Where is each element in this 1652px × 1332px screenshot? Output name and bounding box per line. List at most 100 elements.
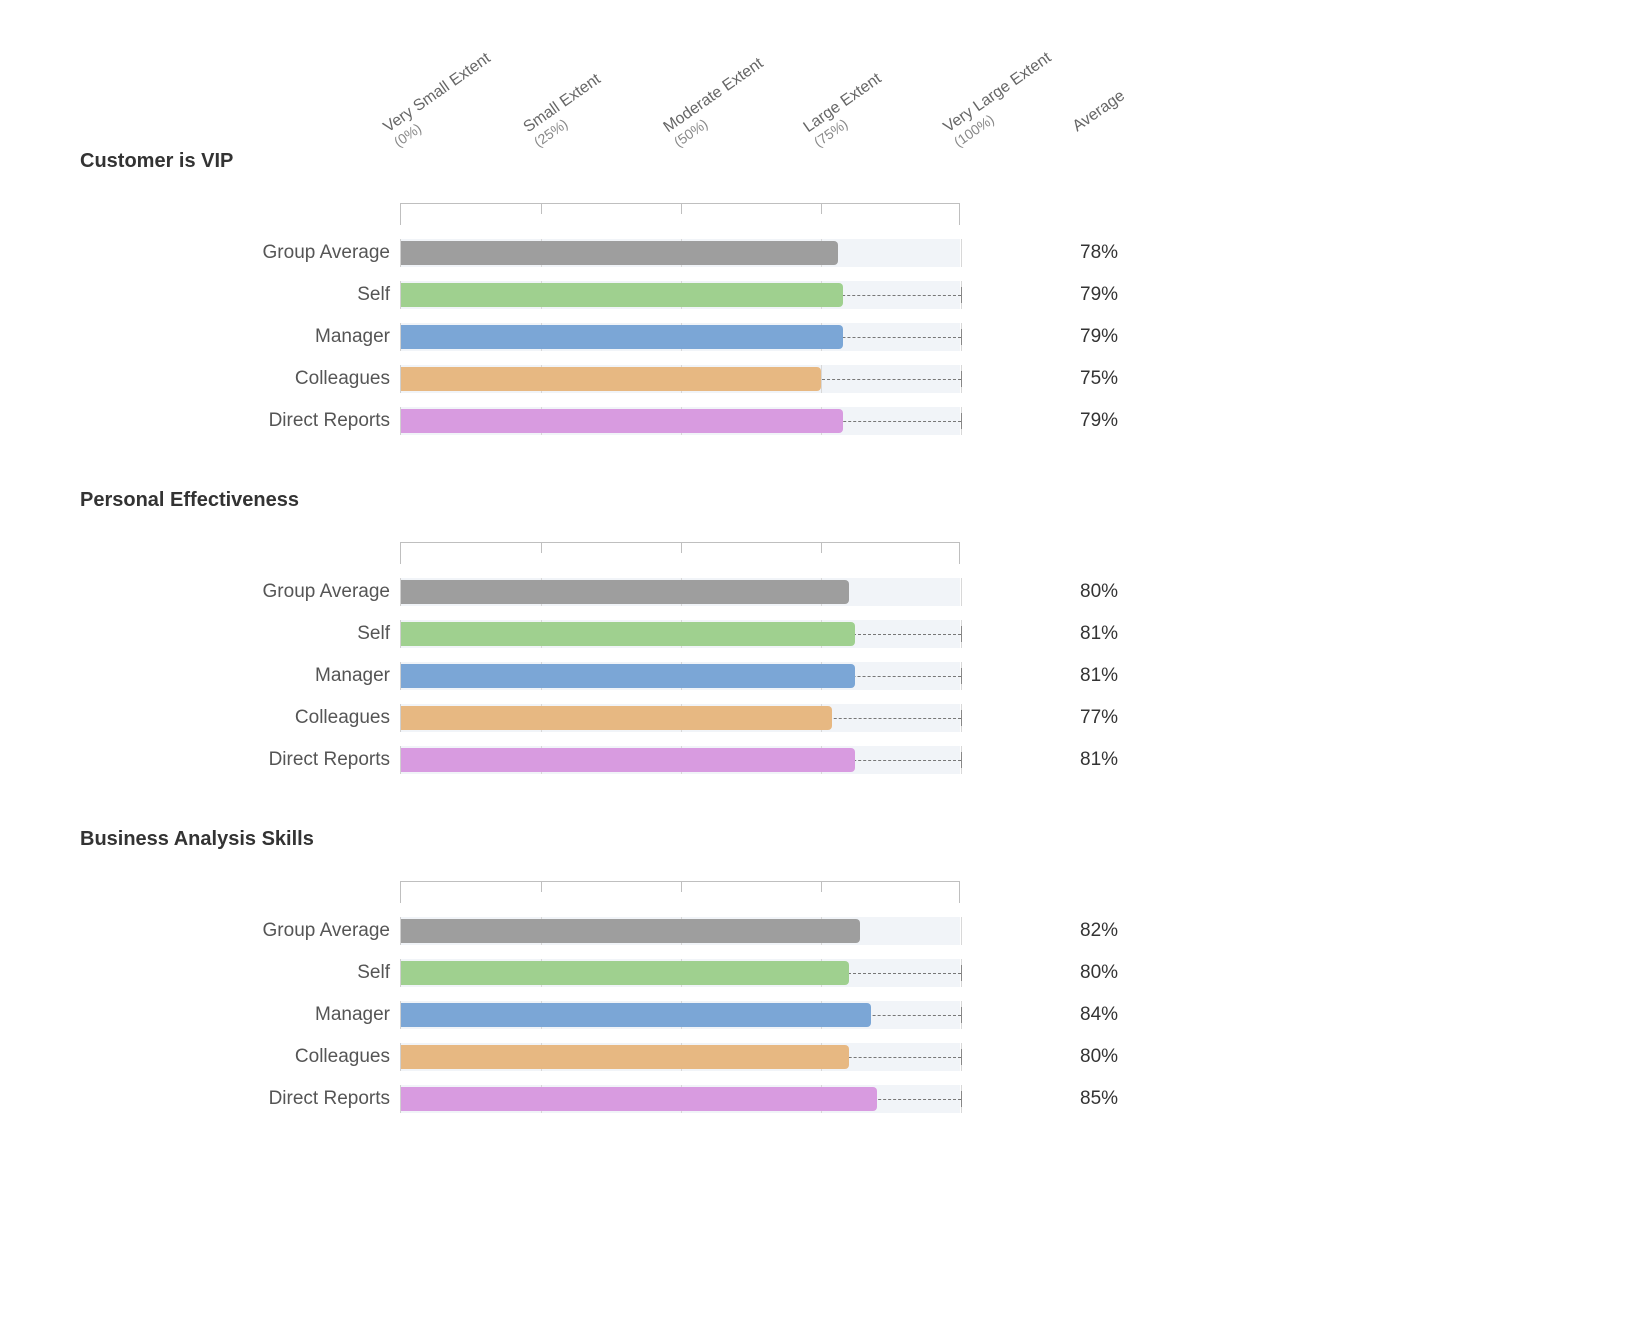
bar-series-label: Direct Reports: [80, 1088, 400, 1110]
bar-series-label: Direct Reports: [80, 749, 400, 771]
average-column-header: Average: [1070, 87, 1129, 136]
error-whisker-high: [961, 287, 962, 303]
bar-fill: [401, 1003, 871, 1027]
bar-track: [400, 407, 960, 435]
bar-fill: [401, 241, 838, 265]
bar-track: [400, 1001, 960, 1029]
error-whisker-high: [961, 413, 962, 429]
bar-fill: [401, 748, 855, 772]
bar-track: [400, 704, 960, 732]
bar-series-label: Group Average: [80, 920, 400, 942]
axis-tick-text: Very Large Extent: [940, 49, 1054, 136]
axis-tick-subtext: (25%): [531, 85, 614, 150]
bar-value: 81%: [960, 749, 1080, 771]
bar-track: [400, 917, 960, 945]
bar-value: 81%: [960, 623, 1080, 645]
bar-row: Group Average80%: [80, 574, 1592, 610]
bar-value: 80%: [960, 581, 1080, 603]
axis-frame: [400, 881, 960, 903]
bar-row: Manager 79%: [80, 319, 1592, 355]
bar-series-label: Colleagues: [80, 707, 400, 729]
bar-value: 80%: [960, 962, 1080, 984]
section-title: Personal Effectiveness: [80, 489, 1592, 512]
error-whisker-high: [961, 626, 962, 642]
bar-fill: [401, 622, 855, 646]
gridline: [961, 917, 962, 945]
bar-track: [400, 578, 960, 606]
error-whisker-high: [961, 752, 962, 768]
bar-row: Group Average 82%: [80, 913, 1592, 949]
bar-fill: [401, 664, 855, 688]
bar-track: [400, 746, 960, 774]
bar-track: [400, 959, 960, 987]
bar-row: Direct Reports 81%: [80, 742, 1592, 778]
bar-series-label: Colleagues: [80, 368, 400, 390]
bar-row: Group Average78%: [80, 235, 1592, 271]
error-whisker-high: [961, 965, 962, 981]
bar-series-label: Manager: [80, 1004, 400, 1026]
bar-track: [400, 620, 960, 648]
bar-track: [400, 662, 960, 690]
bar-row: Manager 84%: [80, 997, 1592, 1033]
axis-tick: [541, 882, 542, 892]
bar-series-label: Group Average: [80, 242, 400, 264]
error-whisker-high: [961, 710, 962, 726]
bar-row: Colleagues80%: [80, 1039, 1592, 1075]
bar-row: Colleagues 77%: [80, 700, 1592, 736]
bar-fill: [401, 580, 849, 604]
axis-tick: [821, 882, 822, 892]
error-whisker-high: [961, 371, 962, 387]
axis-header: Very Small Extent(0%)Small Extent(25%)Mo…: [400, 30, 960, 150]
bar-value: 82%: [960, 920, 1080, 942]
bar-value: 77%: [960, 707, 1080, 729]
bar-track: [400, 365, 960, 393]
bar-track: [400, 281, 960, 309]
bar-rows: Group Average80%Self81%Manager81%Colleag…: [80, 574, 1592, 778]
axis-tick: [681, 204, 682, 214]
bar-value: 84%: [960, 1004, 1080, 1026]
bar-series-label: Manager: [80, 326, 400, 348]
bar-fill: [401, 325, 843, 349]
bar-series-label: Direct Reports: [80, 410, 400, 432]
bar-series-label: Self: [80, 284, 400, 306]
bar-fill: [401, 283, 843, 307]
bar-value: 79%: [960, 410, 1080, 432]
bar-fill: [401, 1045, 849, 1069]
bar-row: Self 79%: [80, 277, 1592, 313]
axis-tick-text: Small Extent: [520, 71, 603, 136]
bar-fill: [401, 706, 832, 730]
axis-tick-subtext: (0%): [391, 64, 504, 150]
bar-value: 79%: [960, 284, 1080, 306]
gridline: [961, 239, 962, 267]
bar-fill: [401, 919, 860, 943]
error-whisker-high: [961, 329, 962, 345]
error-whisker-high: [961, 1007, 962, 1023]
competency-section: Customer is VIPGroup Average78%Self79%Ma…: [80, 150, 1592, 439]
axis-tick-label: Moderate Extent(50%): [660, 55, 776, 150]
bar-row: Self80%: [80, 955, 1592, 991]
axis-tick-text: Moderate Extent: [660, 55, 766, 136]
bar-row: Self 81%: [80, 616, 1592, 652]
bar-series-label: Self: [80, 623, 400, 645]
error-whisker-high: [961, 668, 962, 684]
axis-tick-label: Small Extent(25%): [520, 71, 613, 150]
bar-track: [400, 323, 960, 351]
bar-value: 79%: [960, 326, 1080, 348]
axis-frame: [400, 542, 960, 564]
error-whisker-high: [961, 1049, 962, 1065]
bar-series-label: Colleagues: [80, 1046, 400, 1068]
bar-row: Colleagues75%: [80, 361, 1592, 397]
axis-tick-label: Large Extent(75%): [800, 70, 894, 150]
axis-tick: [541, 204, 542, 214]
bar-row: Manager81%: [80, 658, 1592, 694]
axis-tick-text: Very Small Extent: [380, 50, 493, 136]
bar-track: [400, 239, 960, 267]
gridline: [961, 578, 962, 606]
bar-rows: Group Average78% Self 79% Manager 79% Colleag…: [80, 235, 1592, 439]
bar-track: [400, 1043, 960, 1071]
axis-tick: [681, 882, 682, 892]
axis-tick-subtext: (75%): [811, 85, 895, 150]
bar-value: 81%: [960, 665, 1080, 687]
bar-rows: Group Average 82% Self80% Manager 84% Colleag…: [80, 913, 1592, 1117]
bar-fill: [401, 1087, 877, 1111]
